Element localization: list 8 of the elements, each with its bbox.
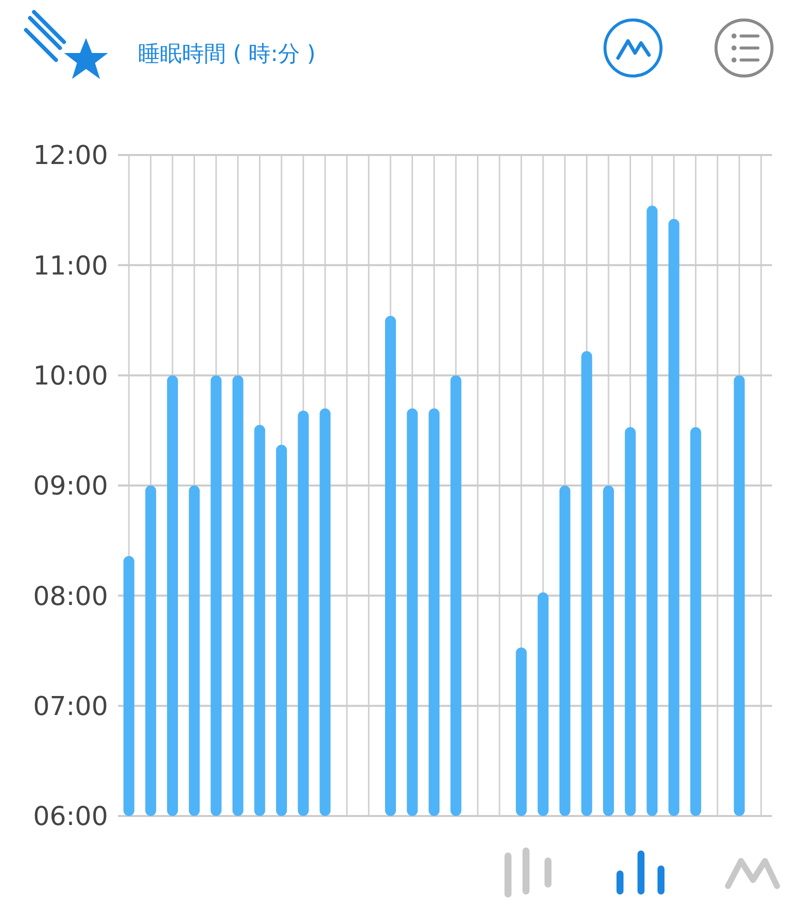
y-tick-label: 11:00 — [33, 251, 108, 282]
y-tick-label: 09:00 — [33, 472, 108, 502]
y-tick-label: 08:00 — [33, 582, 108, 612]
y-tick-label: 06:00 — [33, 802, 108, 832]
chart-title: 睡眠時間 ( 時:分 ) — [138, 42, 316, 67]
y-tick-label: 07:00 — [33, 692, 108, 722]
y-tick-label: 12:00 — [33, 141, 108, 172]
y-tick-label: 10:00 — [33, 361, 108, 392]
